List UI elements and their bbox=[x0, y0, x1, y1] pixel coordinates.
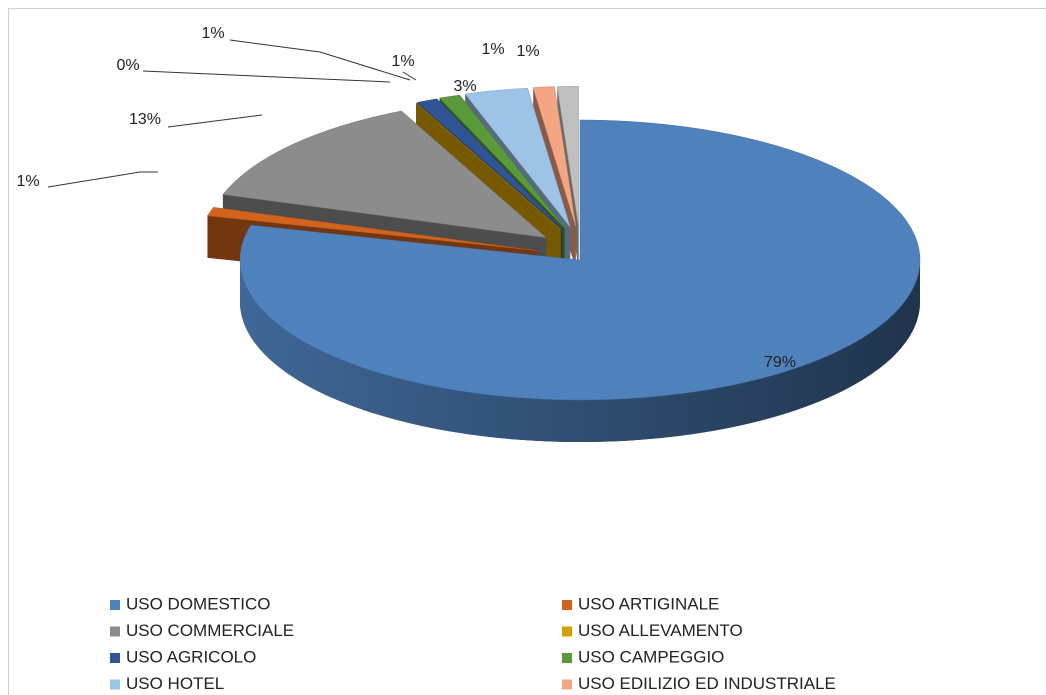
legend-swatch bbox=[110, 679, 120, 690]
slice bbox=[239, 119, 921, 401]
slice bbox=[464, 87, 571, 228]
legend-swatch bbox=[562, 653, 572, 663]
chart-border bbox=[8, 8, 1046, 695]
legend-label: USO EDILIZIO ED INDUSTRIALE bbox=[578, 674, 836, 693]
data-label: 1% bbox=[201, 25, 224, 42]
legend-label: USO ALLEVAMENTO bbox=[578, 621, 743, 640]
legend-label: USO ARTIGINALE bbox=[578, 594, 719, 613]
leader-line bbox=[142, 70, 391, 83]
data-label: 13% bbox=[129, 111, 161, 128]
legend-swatch bbox=[110, 600, 120, 610]
leader-line bbox=[229, 39, 411, 81]
leader-line bbox=[167, 114, 263, 128]
data-label: 79% bbox=[764, 354, 796, 371]
data-label: 1% bbox=[481, 41, 504, 58]
legend-swatch bbox=[110, 653, 120, 663]
slice bbox=[222, 110, 548, 239]
leader-line bbox=[402, 71, 417, 81]
slice bbox=[207, 207, 537, 251]
slice bbox=[556, 86, 579, 227]
legend-label: USO CAMPEGGIO bbox=[578, 647, 724, 666]
slice bbox=[416, 98, 563, 230]
data-label: 0% bbox=[116, 57, 139, 74]
legend-swatch bbox=[110, 626, 120, 637]
data-label: 1% bbox=[516, 43, 539, 60]
slice-side bbox=[240, 260, 920, 442]
data-label: 1% bbox=[391, 53, 414, 70]
legend-label: USO AGRICOLO bbox=[126, 647, 256, 666]
data-label: 1% bbox=[16, 173, 39, 190]
legend-swatch bbox=[562, 626, 572, 637]
legend-label: USO HOTEL bbox=[126, 674, 224, 693]
legend-swatch bbox=[562, 679, 572, 690]
data-label: 3% bbox=[453, 78, 476, 95]
slice bbox=[532, 86, 577, 227]
slice bbox=[439, 94, 565, 229]
leader-line bbox=[47, 171, 158, 188]
legend-swatch bbox=[562, 600, 572, 610]
legend-label: USO DOMESTICO bbox=[126, 594, 271, 613]
legend-label: USO COMMERCIALE bbox=[126, 621, 294, 640]
